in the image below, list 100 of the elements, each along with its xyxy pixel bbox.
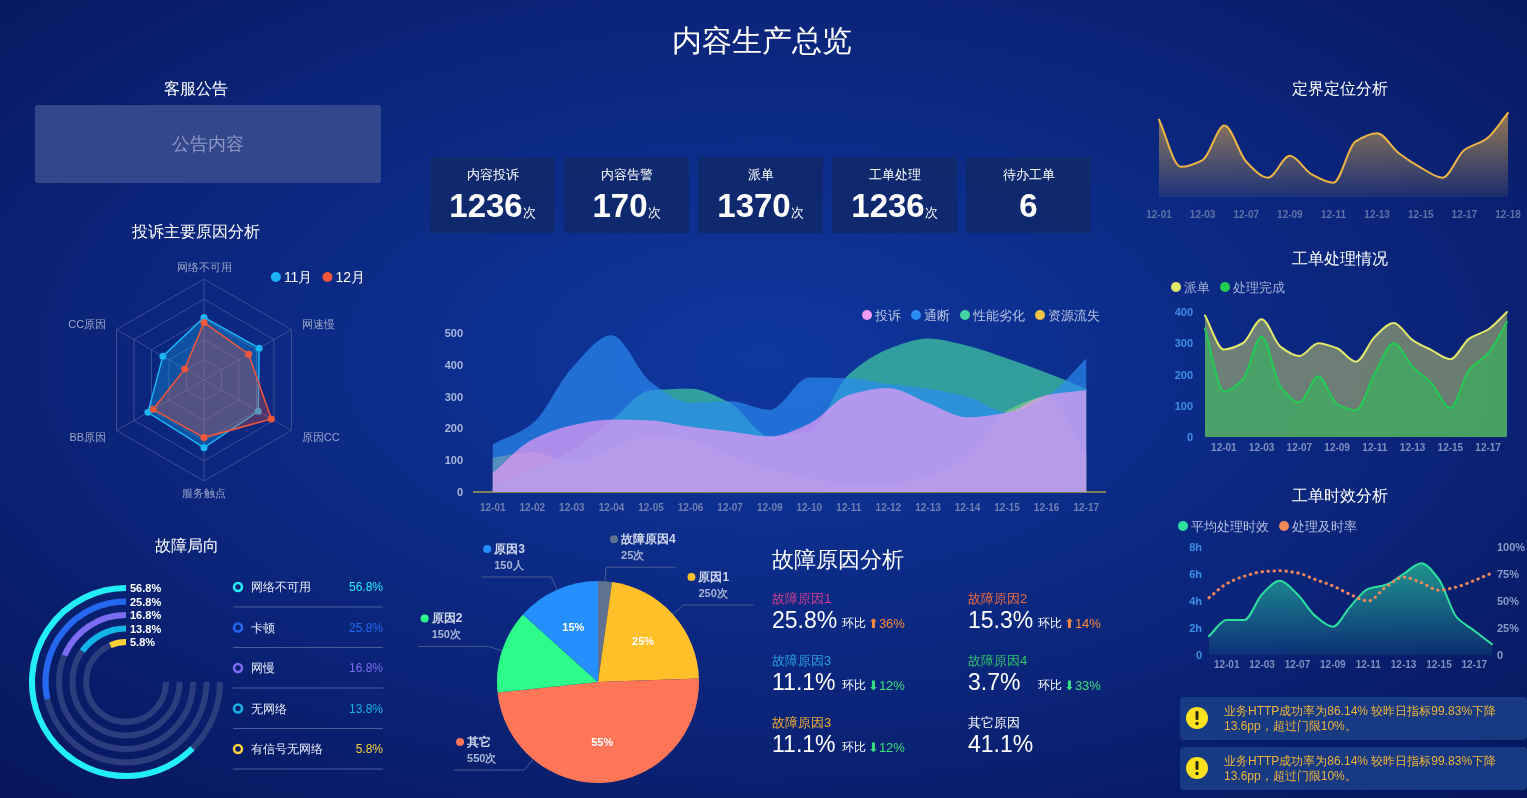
category-label: 内容告警	[600, 166, 653, 182]
x-tick-label: 12-09	[1320, 658, 1347, 670]
legend-label: 原因3	[493, 541, 526, 556]
data-label: 3.7%	[968, 669, 1021, 695]
data-label: 16.8%	[348, 661, 384, 675]
text: 5.8%	[130, 636, 156, 648]
x-tick-label: 12-01	[1146, 208, 1173, 220]
y-tick-label: 500	[444, 327, 463, 339]
data-label: 11.1%	[772, 669, 836, 695]
legend-label: 投诉	[874, 307, 901, 323]
y2-tick-label: 75%	[1497, 568, 1520, 580]
legend-label: 原因2	[430, 611, 463, 626]
y-tick-label: 8h	[1189, 541, 1203, 553]
text: 故障原因分析	[772, 546, 904, 572]
y2-tick-label: 0	[1497, 649, 1504, 661]
data-label: 25.8%	[772, 607, 838, 633]
legend-label: 性能劣化	[972, 307, 1025, 323]
spoke-label: CC原因	[68, 317, 107, 330]
x-tick-label: 12-11	[836, 501, 862, 513]
y-tick-label: 4h	[1189, 595, 1203, 607]
x-tick-label: 12-12	[875, 501, 902, 513]
y-tick-label: 300	[1174, 337, 1193, 350]
x-tick-label: 12-07	[1284, 658, 1311, 670]
x-tick-label: 12-11	[1320, 208, 1347, 220]
spoke-label: 网速慢	[301, 317, 335, 330]
category-label: 其它原因	[968, 714, 1020, 730]
x-tick-label: 12-07	[1233, 208, 1260, 220]
spoke-label: BB原因	[69, 430, 107, 443]
legend-label: 12月	[335, 269, 365, 285]
legend-label: 资源流失	[1048, 307, 1100, 323]
category-label: 故障原因4	[968, 652, 1028, 668]
data-label: 150人	[494, 558, 525, 572]
y-tick-label: 400	[1174, 306, 1193, 318]
y-tick-label: 2h	[1189, 622, 1203, 634]
data-label: ⬇12%	[868, 739, 906, 755]
data-label: 550次	[467, 752, 498, 765]
x-tick-label: 12-13	[1364, 208, 1391, 220]
pie-slice	[497, 678, 699, 783]
data-label: 41.1%	[968, 731, 1034, 757]
x-tick-label: 12-06	[677, 501, 704, 513]
y2-tick-label: 50%	[1497, 595, 1520, 607]
legend-label: 处理完成	[1233, 279, 1285, 295]
x-tick-label: 12-03	[1248, 441, 1275, 453]
data-label: 170次	[592, 187, 661, 224]
x-tick-label: 12-03	[1249, 658, 1276, 670]
x-tick-label: 12-13	[1390, 658, 1417, 670]
category-label: 故障原因3	[772, 714, 832, 730]
y-tick-label: 300	[444, 390, 463, 403]
data-label: 6	[1019, 187, 1038, 224]
text: 业务HTTP成功率为86.14% 较昨日指标99.83%下降13.6pp，超过门限10%。	[1224, 754, 1497, 783]
chart-title: 工单处理情况	[1292, 249, 1388, 267]
category-label: 故障原因2	[968, 590, 1028, 606]
y-tick-label: 0	[1186, 431, 1193, 443]
text: 环比	[1038, 678, 1062, 692]
text: 内容生产总览	[672, 23, 852, 57]
legend-label: 通断	[924, 307, 950, 323]
data-label: 56.8%	[348, 580, 384, 594]
text: 公告内容	[172, 134, 244, 154]
x-tick-label: 12-16	[1033, 501, 1060, 513]
data-label: ⬇12%	[868, 677, 906, 693]
y-tick-label: 6h	[1189, 568, 1203, 580]
x-tick-label: 12-01	[1211, 441, 1238, 453]
x-tick-label: 12-15	[1407, 208, 1434, 220]
category-label: 无网络	[251, 701, 287, 716]
x-tick-label: 12-17	[1475, 441, 1502, 453]
y-tick-label: 200	[1174, 368, 1193, 381]
x-tick-label: 12-15	[1426, 658, 1453, 670]
data-label: 5.8%	[355, 742, 384, 756]
x-tick-label: 12-09	[1324, 441, 1351, 453]
x-tick-label: 12-14	[954, 501, 981, 513]
x-tick-label: 12-01	[479, 501, 507, 513]
x-tick-label: 12-18	[1495, 208, 1522, 220]
x-tick-label: 12-09	[756, 501, 783, 513]
x-tick-label: 12-17	[1073, 501, 1100, 513]
category-label: 派单	[747, 166, 774, 182]
text: 环比	[1038, 616, 1062, 630]
x-tick-label: 12-03	[1189, 208, 1216, 220]
category-label: 工单处理	[868, 166, 921, 182]
data-label: 150次	[431, 628, 462, 641]
category-label: 卡顿	[251, 620, 275, 635]
x-tick-label: 12-11	[1355, 658, 1382, 670]
text: 13.8%	[130, 622, 162, 635]
pie-slice	[598, 581, 699, 682]
data-label: 15.3%	[968, 607, 1034, 633]
data-label: ⬆14%	[1064, 615, 1102, 631]
data-label: 1370次	[717, 187, 804, 224]
category-label: 故障原因1	[772, 590, 832, 606]
legend-label: 处理及时率	[1292, 518, 1357, 534]
x-tick-label: 12-15	[1437, 441, 1464, 453]
x-tick-label: 12-13	[1399, 441, 1426, 453]
text: 环比	[842, 740, 866, 754]
text: 环比	[842, 616, 866, 630]
x-tick-label: 12-17	[1461, 658, 1488, 670]
x-tick-label: 12-11	[1362, 441, 1388, 453]
category-label: 有信号无网络	[251, 742, 323, 756]
text: 56.8%	[130, 582, 162, 594]
category-label: 故障原因3	[772, 652, 832, 668]
y-tick-label: 200	[444, 422, 463, 435]
category-label: 内容投诉	[466, 166, 519, 182]
x-tick-label: 12-13	[915, 501, 942, 513]
